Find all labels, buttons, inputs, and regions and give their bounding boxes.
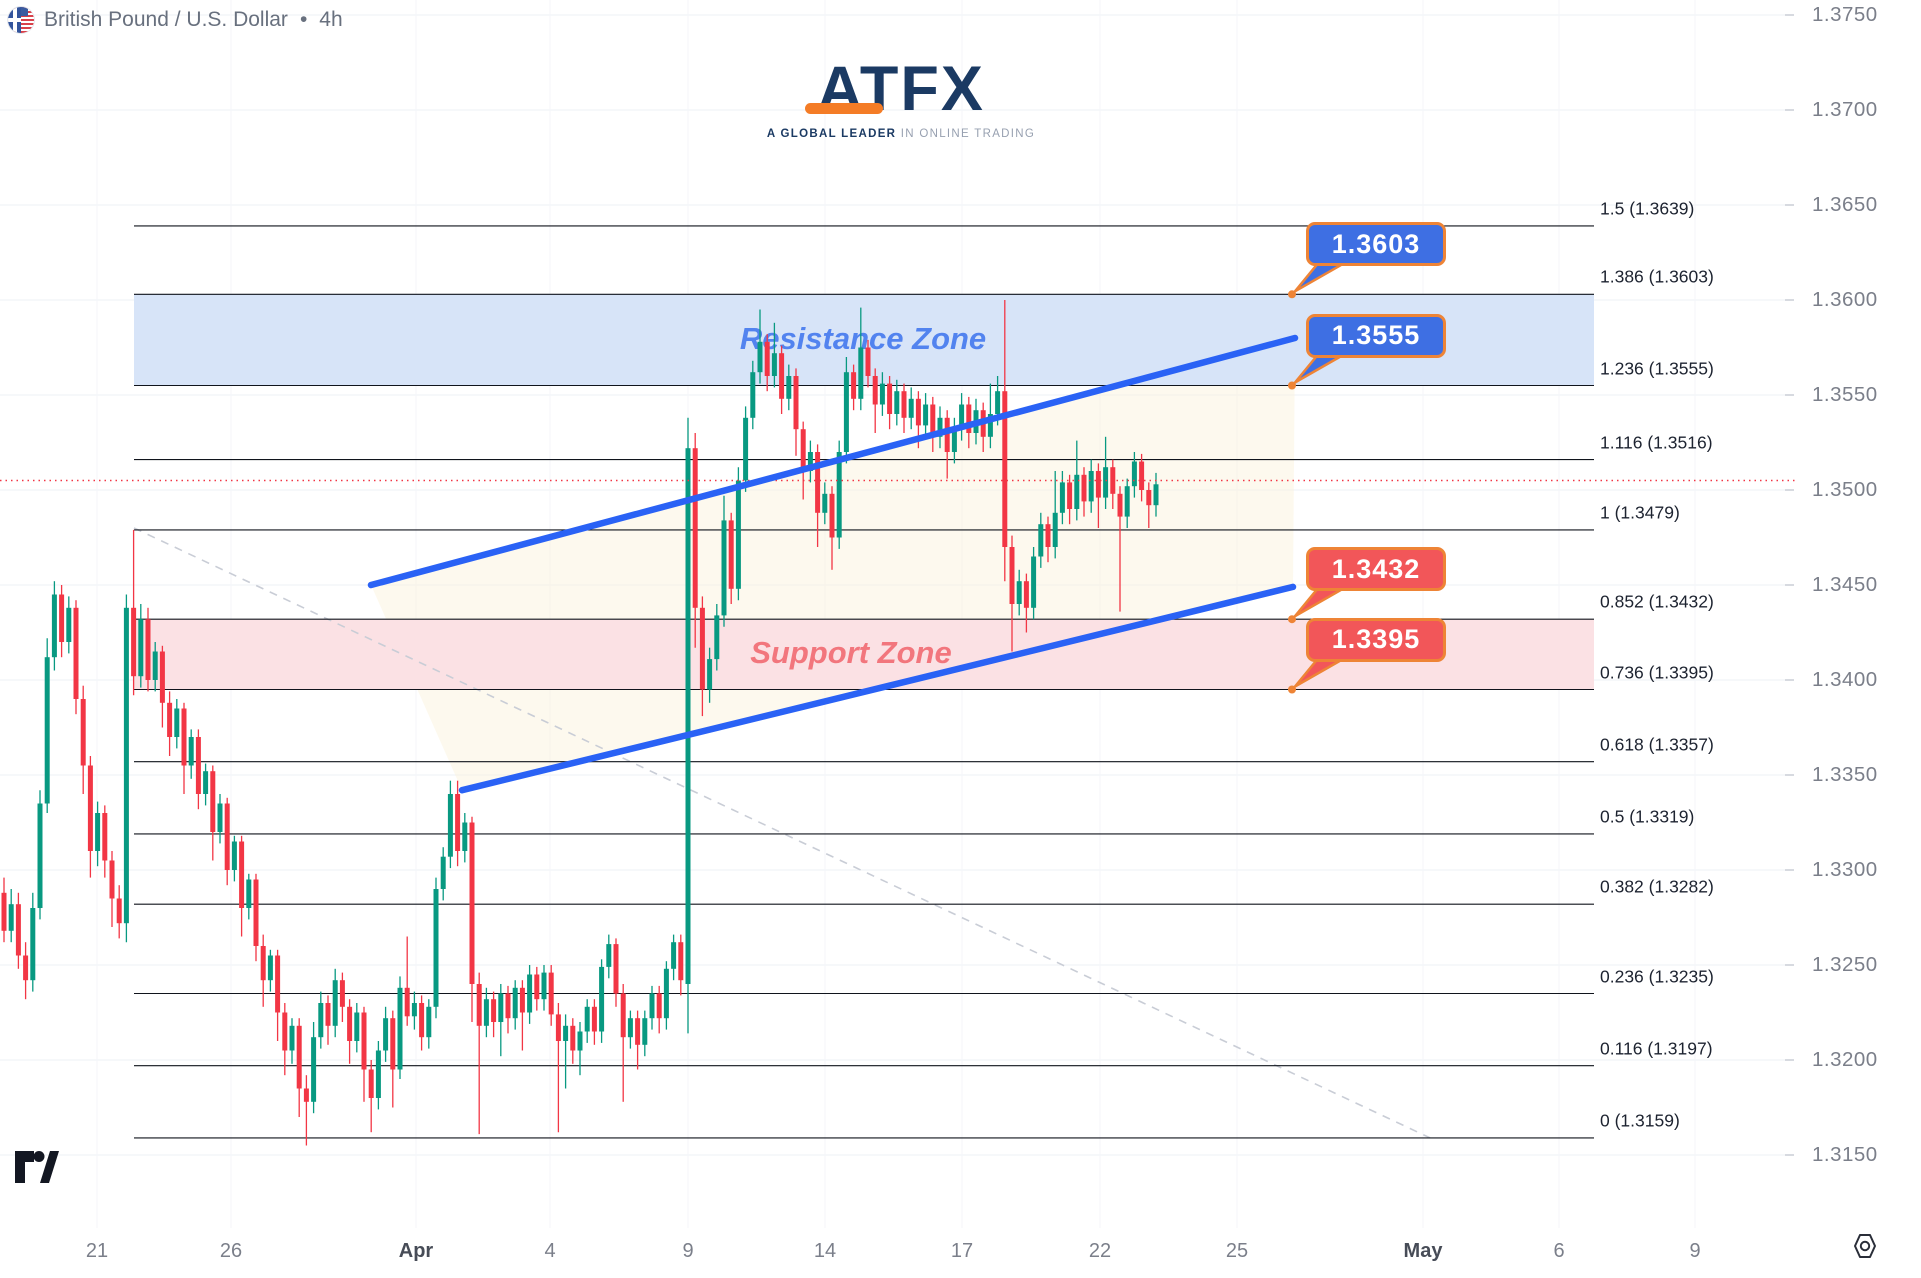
time-axis-label: 14 xyxy=(813,1240,837,1262)
fib-level-label: 0 (1.3159) xyxy=(1600,1110,1680,1131)
price-axis-tick xyxy=(1785,299,1794,301)
price-axis-tick xyxy=(1785,394,1794,396)
tradingview-logo-icon[interactable] xyxy=(14,1148,60,1186)
title-separator: • xyxy=(299,8,308,31)
fib-level-label: 1 (1.3479) xyxy=(1600,502,1680,523)
price-axis-label: 1.3300 xyxy=(1812,858,1878,881)
fib-level-label: 0.618 (1.3357) xyxy=(1600,734,1714,755)
fib-level-label: 1.5 (1.3639) xyxy=(1600,198,1695,219)
price-axis-tick xyxy=(1785,489,1794,491)
fib-level-label: 1.116 (1.3516) xyxy=(1600,432,1713,453)
price-axis-label: 1.3650 xyxy=(1812,193,1878,216)
callout-tail xyxy=(1293,586,1346,618)
callout-tail xyxy=(1293,262,1346,293)
fib-level-label: 0.236 (1.3235) xyxy=(1600,966,1714,986)
callout-anchor-dot xyxy=(1288,381,1296,390)
price-axis-label: 1.3150 xyxy=(1812,1143,1878,1166)
price-axis-label: 1.3700 xyxy=(1812,98,1878,121)
price-axis-label: 1.3200 xyxy=(1812,1048,1878,1071)
callout-anchor-dot xyxy=(1288,615,1296,624)
price-axis-label: 1.3750 xyxy=(1812,3,1878,26)
price-callout-1-3432[interactable]: 1.3432 xyxy=(1306,547,1446,592)
time-axis-label: 25 xyxy=(1225,1240,1249,1262)
symbol-header: British Pound / U.S. Dollar • 4h xyxy=(8,7,343,33)
channel-upper-trendline[interactable] xyxy=(367,334,1299,589)
price-axis-tick xyxy=(1785,679,1794,681)
atfx-tagline: A GLOBAL LEADER IN ONLINE TRADING xyxy=(758,128,1044,140)
channel-fill xyxy=(371,338,1295,791)
fib-level-label: 0.852 (1.3432) xyxy=(1600,591,1714,612)
time-axis-label: 21 xyxy=(85,1240,109,1262)
price-axis-tick xyxy=(1785,1059,1794,1061)
price-axis-tick xyxy=(1785,204,1794,206)
support-zone-label: Support Zone xyxy=(750,635,951,670)
price-axis-label: 1.3350 xyxy=(1812,763,1878,786)
time-axis-label: Apr xyxy=(398,1240,434,1262)
price-axis-label: 1.3400 xyxy=(1812,668,1878,691)
callout-anchor-dot xyxy=(1288,290,1296,299)
price-callout-1-3395[interactable]: 1.3395 xyxy=(1306,617,1446,662)
price-axis-tick xyxy=(1785,14,1794,16)
time-axis-label: 26 xyxy=(219,1240,243,1262)
price-axis-label: 1.3250 xyxy=(1812,953,1878,976)
atfx-wordmark: ATFX xyxy=(805,56,985,122)
price-axis-tick xyxy=(1785,584,1794,586)
symbol-title: British Pound / U.S. Dollar xyxy=(44,8,288,31)
price-axis-label: 1.3600 xyxy=(1812,288,1878,311)
price-axis-label: 1.3500 xyxy=(1812,478,1878,501)
atfx-tagline-bold: A GLOBAL LEADER xyxy=(766,128,897,141)
fib-level-label: 1.386 (1.3603) xyxy=(1600,266,1714,287)
time-axis-label: 6 xyxy=(1553,1240,1565,1262)
price-callout-1-3603[interactable]: 1.3603 xyxy=(1306,222,1446,267)
price-axis-tick xyxy=(1785,869,1794,871)
fib-level-label: 0.116 (1.3197) xyxy=(1600,1038,1713,1059)
callout-anchor-dot xyxy=(1288,685,1296,694)
fib-level-label: 0.736 (1.3395) xyxy=(1600,662,1714,682)
price-axis-label: 1.3550 xyxy=(1812,383,1878,406)
price-axis-tick xyxy=(1785,774,1794,776)
price-axis-tick xyxy=(1785,109,1794,111)
price-axis-tick xyxy=(1785,964,1794,966)
time-axis-label: 4 xyxy=(544,1240,556,1262)
settings-gear-icon[interactable] xyxy=(1850,1231,1880,1261)
atfx-orange-dash-icon xyxy=(805,103,884,114)
price-callout-1-3555[interactable]: 1.3555 xyxy=(1306,313,1446,358)
fib-level-label: 0.5 (1.3319) xyxy=(1600,806,1695,827)
time-axis-label: 17 xyxy=(950,1240,974,1262)
time-axis-label: May xyxy=(1403,1240,1443,1262)
time-axis-label: 9 xyxy=(1689,1240,1701,1262)
time-axis-label: 9 xyxy=(682,1240,694,1262)
channel-lower-trendline[interactable] xyxy=(458,583,1297,794)
symbol-interval: 4h xyxy=(319,8,343,31)
atfx-tagline-light: IN ONLINE TRADING xyxy=(896,128,1036,141)
atfx-logo: ATFX A GLOBAL LEADER IN ONLINE TRADING xyxy=(758,56,1044,140)
fib-lines xyxy=(134,225,1594,1139)
time-axis-label: 22 xyxy=(1088,1240,1112,1262)
price-axis-label: 1.3450 xyxy=(1812,573,1878,596)
candles xyxy=(1,300,1159,1146)
gbpusd-flag-icon xyxy=(8,7,34,33)
fib-level-label: 0.382 (1.3282) xyxy=(1600,876,1714,897)
fib-level-label: 1.236 (1.3555) xyxy=(1600,358,1714,378)
price-axis-tick xyxy=(1785,1154,1794,1156)
